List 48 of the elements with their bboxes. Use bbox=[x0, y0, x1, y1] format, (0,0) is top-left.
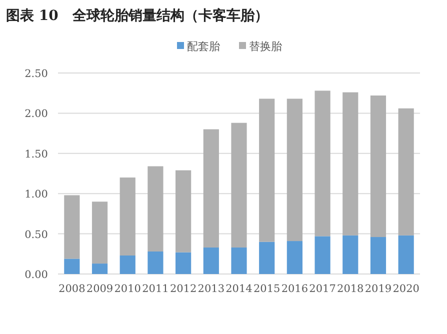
x-tick-label: 2014 bbox=[226, 283, 253, 295]
bar bbox=[120, 178, 136, 256]
x-tick-label: 2013 bbox=[198, 283, 225, 295]
x-tick-label: 2010 bbox=[114, 283, 141, 295]
bar bbox=[64, 195, 80, 259]
bar bbox=[286, 98, 302, 242]
bar bbox=[120, 256, 136, 274]
bar bbox=[176, 170, 192, 252]
y-tick-label: 0.50 bbox=[24, 228, 48, 241]
y-tick-label: 2.50 bbox=[24, 68, 48, 80]
bar bbox=[342, 235, 358, 274]
bar bbox=[370, 96, 386, 238]
x-tick-label: 2020 bbox=[392, 283, 420, 295]
x-tick-label: 2008 bbox=[58, 283, 86, 295]
legend-label: 替换胎 bbox=[249, 40, 282, 53]
x-tick-label: 2016 bbox=[281, 283, 308, 295]
bar bbox=[92, 264, 108, 274]
bar bbox=[148, 251, 164, 274]
bar bbox=[203, 247, 219, 274]
bar bbox=[259, 98, 275, 242]
x-tick-label: 2019 bbox=[364, 283, 392, 295]
bar bbox=[314, 90, 330, 236]
bar bbox=[398, 235, 414, 274]
bar bbox=[148, 166, 164, 252]
x-tick-label: 2018 bbox=[337, 283, 364, 295]
bar bbox=[370, 237, 386, 274]
bar bbox=[92, 202, 108, 264]
bar bbox=[314, 236, 330, 274]
bar bbox=[176, 252, 192, 274]
bar bbox=[259, 242, 275, 274]
y-tick-label: 1.00 bbox=[24, 188, 48, 201]
x-tick-label: 2012 bbox=[170, 283, 197, 295]
bar bbox=[203, 129, 219, 248]
bar bbox=[231, 247, 247, 274]
bar bbox=[231, 122, 247, 248]
bar bbox=[286, 241, 302, 274]
y-tick-label: 1.50 bbox=[24, 148, 48, 160]
bar bbox=[64, 258, 80, 274]
legend-label: 配套胎 bbox=[187, 40, 220, 53]
y-tick-label: 2.00 bbox=[24, 108, 48, 120]
bar bbox=[398, 108, 414, 236]
bar bbox=[342, 92, 358, 236]
x-tick-label: 2017 bbox=[309, 283, 336, 295]
x-tick-label: 2011 bbox=[142, 283, 169, 295]
x-tick-label: 2009 bbox=[86, 283, 114, 295]
y-tick-label: 0.00 bbox=[24, 269, 48, 281]
x-tick-label: 2015 bbox=[253, 283, 280, 295]
title: 图表 10 全球轮胎销量结构（卡客车胎） bbox=[6, 8, 268, 24]
